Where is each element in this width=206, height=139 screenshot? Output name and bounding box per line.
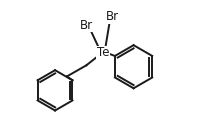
Text: Br: Br [80,18,93,32]
Text: Te: Te [97,46,109,59]
Text: Br: Br [106,10,119,23]
